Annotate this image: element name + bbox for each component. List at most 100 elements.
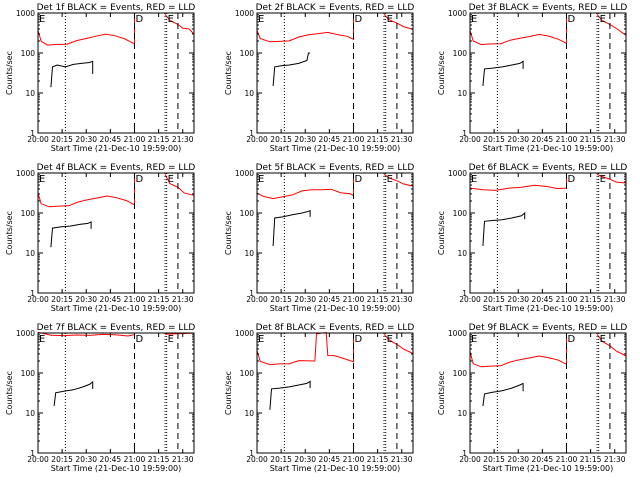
x-tick-label: 20:15	[51, 135, 73, 144]
marker-label: E	[39, 14, 45, 25]
x-tick-label: 21:30	[391, 455, 413, 464]
panel-title: Det 2f BLACK = Events, RED = LLD	[256, 3, 415, 13]
y-axis-label: Counts/sec	[5, 51, 14, 95]
y-tick-label: 1	[249, 449, 254, 458]
y-axis-label: Counts/sec	[437, 371, 446, 415]
x-tick-label: 21:30	[604, 455, 626, 464]
y-axis-label: Counts/sec	[5, 371, 14, 415]
events-series-line	[482, 382, 524, 407]
x-tick-label: 20:15	[51, 295, 73, 304]
x-tick-label: 20:15	[270, 295, 292, 304]
x-tick-label: 21:15	[148, 295, 170, 304]
plot-frame	[469, 12, 627, 134]
x-tick-label: 21:00	[124, 455, 146, 464]
lld-series-line	[256, 173, 354, 200]
events-series-line	[272, 52, 311, 87]
x-tick-label: 21:15	[367, 455, 389, 464]
plot-frame	[256, 332, 414, 454]
x-axis-label: Start Time (21-Dec-10 19:59:00)	[483, 144, 614, 153]
plot-frame	[256, 172, 414, 294]
x-axis-label: Start Time (21-Dec-10 19:59:00)	[270, 144, 401, 153]
x-axis-label: Start Time (21-Dec-10 19:59:00)	[483, 464, 614, 473]
lld-series-line	[469, 333, 567, 368]
x-tick-label: 21:15	[580, 295, 602, 304]
marker-label: D	[567, 14, 575, 25]
x-tick-label: 20:45	[532, 135, 554, 144]
y-tick-label: 1000	[235, 9, 254, 18]
y-tick-label: 1	[30, 289, 35, 298]
panel-title: Det 7f BLACK = Events, RED = LLD	[37, 323, 196, 333]
x-tick-label: 20:30	[507, 455, 529, 464]
panel-title: Det 6f BLACK = Events, RED = LLD	[469, 163, 628, 173]
y-tick-label: 10	[25, 249, 35, 258]
panel-title: Det 9f BLACK = Events, RED = LLD	[469, 323, 628, 333]
y-tick-label: 100	[453, 369, 468, 378]
x-axis-label: Start Time (21-Dec-10 19:59:00)	[270, 304, 401, 313]
y-tick-label: 10	[244, 89, 254, 98]
x-tick-label: 20:45	[100, 135, 122, 144]
marker-label: E	[471, 334, 477, 345]
x-tick-label: 21:15	[580, 455, 602, 464]
y-axis-label: Counts/sec	[224, 211, 233, 255]
x-tick-label: 20:30	[75, 135, 97, 144]
marker-label: E	[168, 334, 174, 345]
y-tick-label: 100	[240, 209, 255, 218]
plot-frame	[469, 172, 627, 294]
lld-series-line	[256, 13, 354, 43]
y-tick-label: 100	[21, 369, 36, 378]
marker-label: E	[39, 334, 45, 345]
x-tick-label: 20:00	[459, 295, 481, 304]
marker-label: D	[354, 14, 362, 25]
plot-frame	[256, 12, 414, 134]
x-tick-label: 20:30	[294, 295, 316, 304]
marker-label: E	[387, 334, 393, 345]
y-tick-label: 1000	[448, 9, 467, 18]
x-tick-label: 20:45	[532, 295, 554, 304]
lld-series-line	[256, 332, 354, 366]
x-axis-label: Start Time (21-Dec-10 19:59:00)	[51, 464, 182, 473]
plot-frame	[37, 332, 195, 454]
lld-series-line	[469, 13, 567, 46]
y-tick-label: 10	[457, 249, 467, 258]
marker-label: E	[168, 14, 174, 25]
y-axis-label: Counts/sec	[5, 211, 14, 255]
marker-label: E	[471, 14, 477, 25]
x-tick-label: 20:00	[27, 455, 49, 464]
marker-label: E	[471, 174, 477, 185]
marker-label: E	[168, 174, 174, 185]
panel-title: Det 4f BLACK = Events, RED = LLD	[37, 163, 196, 173]
marker-label: D	[567, 334, 575, 345]
x-tick-label: 21:00	[343, 295, 365, 304]
y-tick-label: 100	[240, 369, 255, 378]
x-tick-label: 21:00	[124, 135, 146, 144]
marker-label: E	[387, 14, 393, 25]
marker-label: E	[258, 334, 264, 345]
x-tick-label: 20:30	[507, 295, 529, 304]
x-tick-label: 20:00	[459, 455, 481, 464]
marker-label: E	[600, 14, 606, 25]
x-tick-label: 20:15	[483, 455, 505, 464]
x-tick-label: 20:45	[319, 295, 341, 304]
marker-label: D	[135, 334, 143, 345]
x-tick-label: 21:30	[391, 295, 413, 304]
events-series-line	[50, 60, 94, 88]
plot-frame	[37, 172, 195, 294]
events-series-line	[53, 380, 94, 407]
marker-label: E	[600, 334, 606, 345]
y-axis-label: Counts/sec	[437, 211, 446, 255]
x-axis-label: Start Time (21-Dec-10 19:59:00)	[51, 304, 182, 313]
x-tick-label: 21:00	[556, 295, 578, 304]
x-tick-label: 20:00	[459, 135, 481, 144]
y-tick-label: 100	[240, 49, 255, 58]
y-tick-label: 10	[244, 409, 254, 418]
lld-series-line	[37, 173, 135, 208]
y-tick-label: 10	[244, 249, 254, 258]
